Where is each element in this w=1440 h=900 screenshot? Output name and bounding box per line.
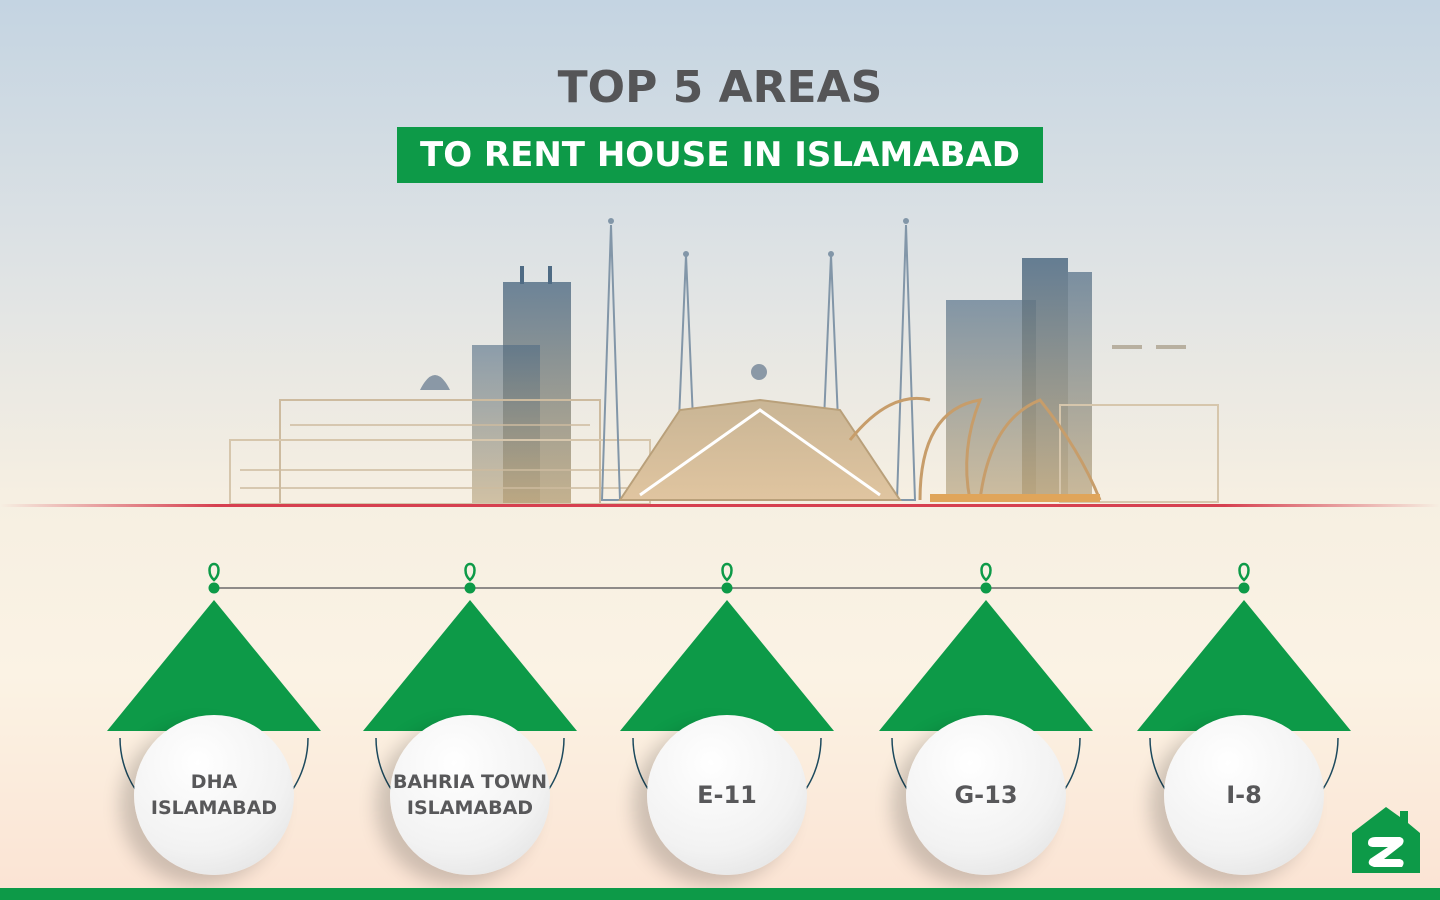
area-name-line2: ISLAMABAD — [406, 797, 534, 819]
green-triangle — [620, 600, 834, 731]
area-name-line1: E-11 — [697, 781, 757, 809]
ground-line — [0, 504, 1440, 507]
area-card: G-13 — [866, 560, 1106, 875]
area-name-line1: G-13 — [954, 781, 1018, 809]
green-triangle — [1137, 600, 1351, 731]
timeline-dot — [464, 582, 476, 594]
area-name-line1: I-8 — [1226, 781, 1262, 809]
green-triangle — [107, 600, 321, 731]
area-name-line1: BAHRIA TOWN — [392, 771, 548, 793]
timeline-dot — [208, 582, 220, 594]
area-label: BAHRIA TOWN ISLAMABAD — [390, 715, 550, 875]
area-card: BAHRIA TOWN ISLAMABAD — [350, 560, 590, 875]
timeline-dot — [1238, 582, 1250, 594]
islamabad-skyline-illustration — [229, 218, 1219, 505]
green-triangle — [879, 600, 1093, 731]
map-pin-icon — [1238, 562, 1250, 582]
area-card: E-11 — [607, 560, 847, 875]
green-triangle — [363, 600, 577, 731]
zameen-house-logo — [1352, 807, 1420, 873]
map-pin-icon — [980, 562, 992, 582]
area-label: I-8 — [1164, 715, 1324, 875]
timeline-dot — [980, 582, 992, 594]
map-pin-icon — [208, 562, 220, 582]
page-title: TOP 5 AREAS — [557, 62, 883, 113]
area-name-line2: ISLAMABAD — [150, 797, 278, 819]
area-label: E-11 — [647, 715, 807, 875]
area-name-line1: DHA — [190, 771, 238, 793]
map-pin-icon — [464, 562, 476, 582]
area-label: G-13 — [906, 715, 1066, 875]
subtitle-banner: TO RENT HOUSE IN ISLAMABAD — [397, 127, 1043, 183]
footer-bar — [0, 888, 1440, 900]
area-label: DHA ISLAMABAD — [134, 715, 294, 875]
timeline-dot — [721, 582, 733, 594]
area-card: DHA ISLAMABAD — [94, 560, 334, 875]
map-pin-icon — [721, 562, 733, 582]
area-card: I-8 — [1124, 560, 1364, 875]
